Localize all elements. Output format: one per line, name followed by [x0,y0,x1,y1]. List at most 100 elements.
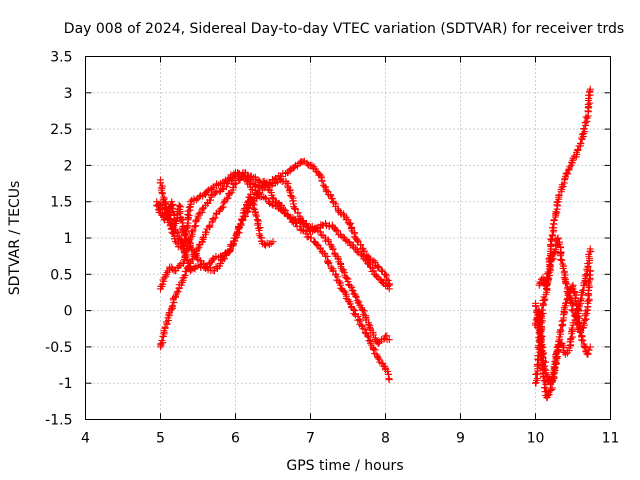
data-point [159,190,167,198]
data-point [585,346,593,354]
data-point [224,194,232,202]
data-point [382,270,389,278]
data-marks [153,85,595,402]
data-point [167,224,175,232]
y-tick-label: 0.5 [50,267,72,283]
data-point [375,355,383,363]
data-point [586,267,594,275]
data-point [559,344,567,352]
data-point [349,305,357,313]
data-point [364,259,372,267]
data-point [532,308,540,316]
data-point [353,248,361,256]
data-point [532,376,540,384]
data-point [379,278,387,286]
data-point [307,234,315,242]
y-tick-label: 2.5 [50,122,72,138]
x-axis-label: GPS time / hours [286,458,403,474]
chart-title: Day 008 of 2024, Sidereal Day-to-day VTE… [64,21,624,37]
data-point [574,313,582,321]
data-point [348,286,356,294]
data-point [356,317,364,325]
data-point [354,237,362,245]
data-point [370,267,378,275]
data-point [277,206,285,214]
data-point [579,337,587,345]
data-point [323,258,331,266]
data-point [542,384,550,392]
data-point [544,391,552,399]
data-point [262,194,269,202]
data-point [584,349,592,357]
data-point [179,227,187,235]
data-point [312,167,320,175]
data-point [352,292,359,300]
data-point [290,204,298,212]
data-point [244,171,252,179]
data-point [237,220,245,228]
data-point [284,182,292,190]
data-point [563,296,571,304]
data-point [228,175,236,183]
data-point [340,234,348,242]
data-point [165,310,173,318]
data-point [576,296,584,304]
data-point [375,339,383,347]
data-point [302,220,310,228]
data-point [235,223,243,231]
data-point [558,317,566,325]
data-point [560,303,568,311]
data-point [243,208,251,216]
data-point [357,241,365,249]
data-point [545,255,553,263]
data-point [245,204,253,212]
data-point [174,263,182,271]
data-point [355,298,363,306]
data-point [332,225,340,233]
data-point [578,336,586,344]
data-point [586,343,594,351]
y-tick-label: -1 [59,376,73,392]
data-point [334,205,342,213]
data-point [168,303,176,311]
y-axis-label: SDTVAR / TECUs [7,181,23,296]
data-point [252,212,260,220]
data-point [351,307,359,315]
data-point [564,166,572,174]
data-point [241,212,249,220]
data-point [158,336,166,344]
y-tick-label: -1.5 [45,413,72,429]
data-point [184,264,192,272]
data-point [189,226,197,234]
data-point [541,376,549,384]
data-point [385,376,393,384]
series-track-e [156,176,393,347]
data-point [379,359,387,367]
data-point [366,323,374,331]
data-point [567,335,575,343]
data-point [162,205,170,213]
data-point [288,193,296,201]
data-point [185,203,193,211]
data-point [377,266,385,274]
data-point [374,354,382,362]
data-point [329,245,337,253]
data-point [211,214,219,222]
data-point [385,336,393,344]
y-tick-label: 0 [64,304,73,320]
data-point [542,284,550,292]
data-point [220,199,228,207]
data-point [548,231,556,239]
data-point [178,215,186,223]
data-point [578,134,586,142]
data-point [161,200,169,208]
x-tick-label: 8 [381,431,390,447]
data-point [536,337,544,345]
data-point [256,179,264,187]
data-point [269,238,277,246]
data-point [586,85,594,93]
data-point [564,170,572,178]
data-point [383,275,391,283]
data-point [370,257,378,265]
